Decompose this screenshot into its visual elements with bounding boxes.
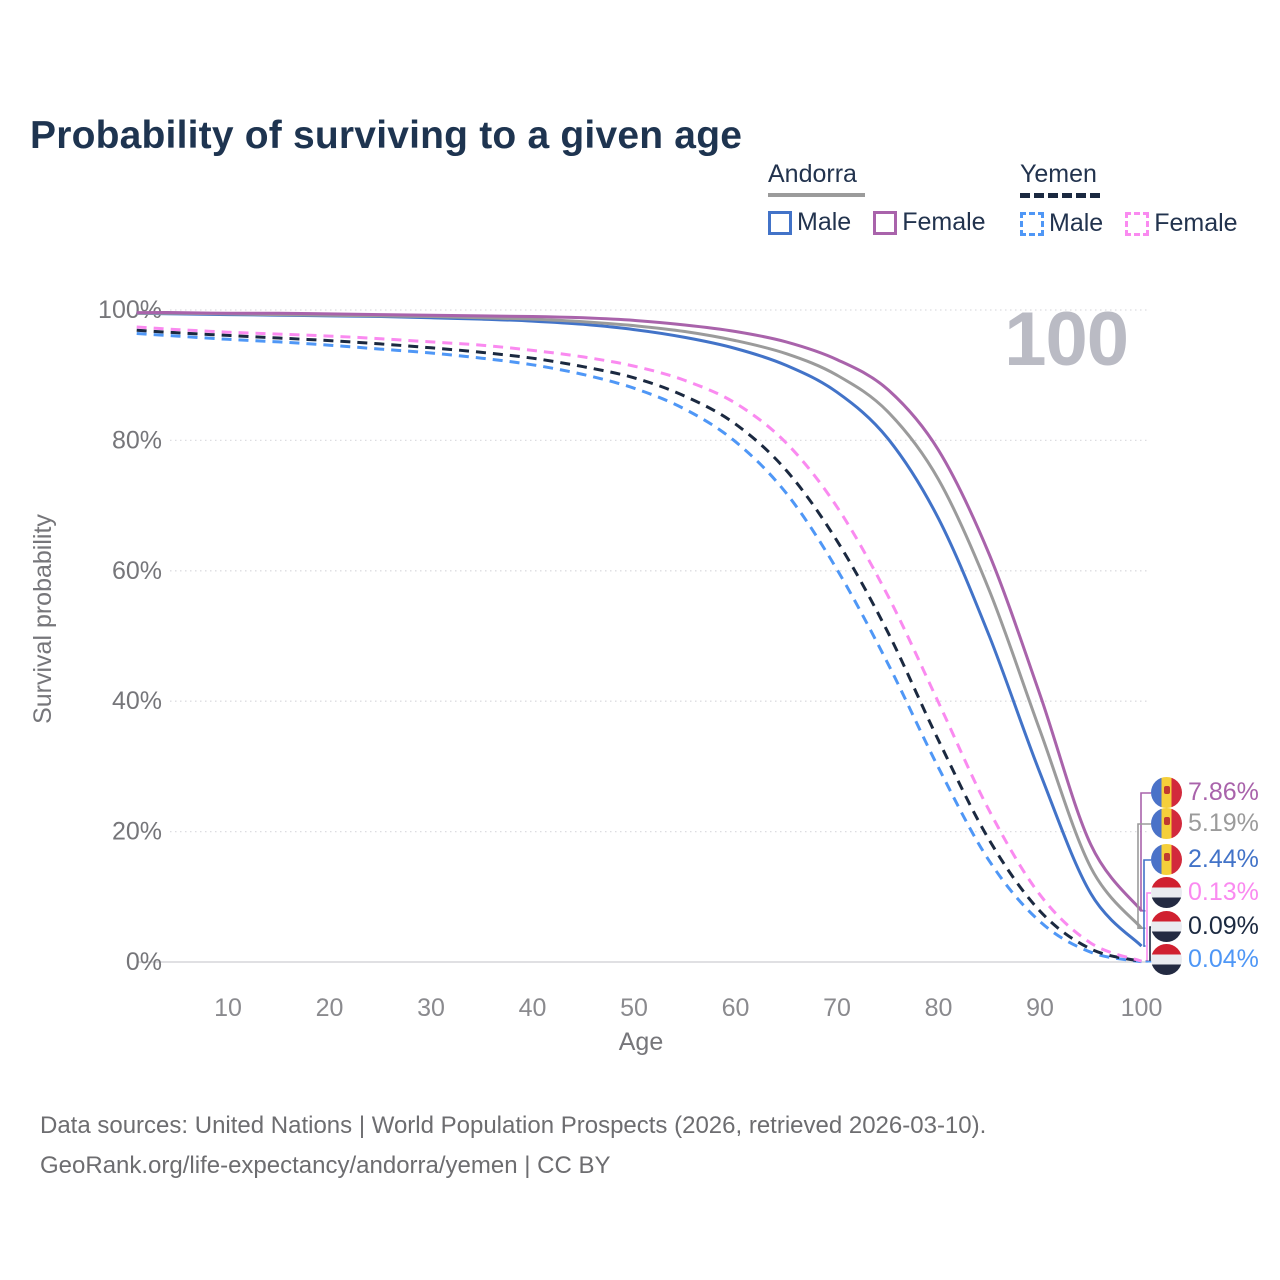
legend-group-yemen: Yemen Male Female [1020, 160, 1238, 238]
legend-group-andorra: Andorra Male Female [768, 160, 986, 237]
andorra-flag-icon [1151, 844, 1182, 875]
end-label-yemen-female: 0.13% [1151, 877, 1259, 908]
end-value: 7.86% [1188, 778, 1259, 806]
yemen-flag-icon [1151, 877, 1182, 908]
x-tick-label: 100 [1121, 994, 1163, 1022]
curve-yemen-female[interactable] [136, 325, 1143, 963]
legend-item-yemen-male[interactable]: Male [1020, 209, 1103, 238]
age-watermark: 100 [1004, 297, 1129, 382]
end-label-andorra-both: 5.19% [1151, 808, 1259, 839]
x-tick-label: 80 [925, 994, 953, 1022]
x-tick-label: 70 [823, 994, 851, 1022]
end-value: 2.44% [1188, 845, 1259, 873]
y-tick-label: 20% [112, 818, 162, 846]
andorra-flag-icon [1151, 808, 1182, 839]
end-value: 0.09% [1188, 912, 1259, 940]
yemen-flag-icon [1151, 911, 1182, 942]
y-tick-label: 40% [112, 687, 162, 715]
andorra-flag-icon [1151, 777, 1182, 808]
legend-item-label: Female [902, 208, 986, 236]
x-tick-label: 90 [1026, 994, 1054, 1022]
end-label-andorra-male: 2.44% [1151, 844, 1259, 875]
page-title: Probability of surviving to a given age [30, 114, 743, 158]
curve-yemen-male[interactable] [136, 332, 1142, 964]
data-sources-line: Data sources: United Nations | World Pop… [40, 1112, 987, 1139]
andorra-female-swatch-icon [873, 210, 898, 235]
yemen-female-swatch-icon [1125, 211, 1150, 236]
end-label-andorra-female: 7.86% [1151, 777, 1259, 808]
end-value: 0.13% [1188, 878, 1259, 906]
legend-item-andorra-female[interactable]: Female [873, 208, 986, 237]
end-value: 5.19% [1188, 809, 1259, 837]
y-tick-label: 100% [98, 296, 162, 324]
x-tick-label: 20 [316, 994, 344, 1022]
y-tick-label: 80% [112, 426, 162, 454]
x-tick-label: 10 [214, 994, 242, 1022]
legend-item-label: Male [1049, 209, 1104, 237]
legend-item-andorra-male[interactable]: Male [768, 208, 851, 237]
curve-andorra-male[interactable] [136, 311, 1143, 948]
source-url-line: GeoRank.org/life-expectancy/andorra/yeme… [40, 1152, 611, 1179]
andorra-male-swatch-icon [768, 210, 792, 235]
legend-group-title-yemen: Yemen [1020, 160, 1097, 188]
end-value: 0.04% [1188, 945, 1259, 973]
curve-andorra-both[interactable] [136, 311, 1143, 930]
end-label-yemen-male: 0.04% [1151, 944, 1259, 975]
end-label-yemen-both: 0.09% [1151, 911, 1259, 942]
yemen-flag-icon [1151, 944, 1182, 975]
attribution-footer: Data sources: United Nations | World Pop… [40, 1106, 986, 1186]
legend-item-yemen-female[interactable]: Female [1125, 209, 1238, 238]
legend-item-label: Male [797, 208, 852, 236]
legend-item-label: Female [1154, 209, 1238, 237]
end-label-connector [1137, 823, 1151, 929]
x-tick-label: 50 [620, 994, 648, 1022]
yemen-male-swatch-icon [1020, 211, 1044, 236]
legend-group-title-andorra: Andorra [768, 160, 857, 188]
end-label-connector [1143, 859, 1151, 947]
x-tick-label: 60 [722, 994, 750, 1022]
x-tick-label: 40 [519, 994, 547, 1022]
solid-line-style-sample [768, 193, 865, 197]
y-axis-title: Survival probability [29, 514, 57, 724]
y-tick-label: 0% [126, 948, 162, 976]
x-tick-label: 30 [417, 994, 445, 1022]
curve-andorra-female[interactable] [136, 311, 1143, 912]
dashed-line-style-sample [1020, 193, 1100, 198]
y-tick-label: 60% [112, 557, 162, 585]
curve-yemen-both[interactable] [136, 328, 1142, 963]
x-axis-title: Age [618, 1028, 664, 1056]
